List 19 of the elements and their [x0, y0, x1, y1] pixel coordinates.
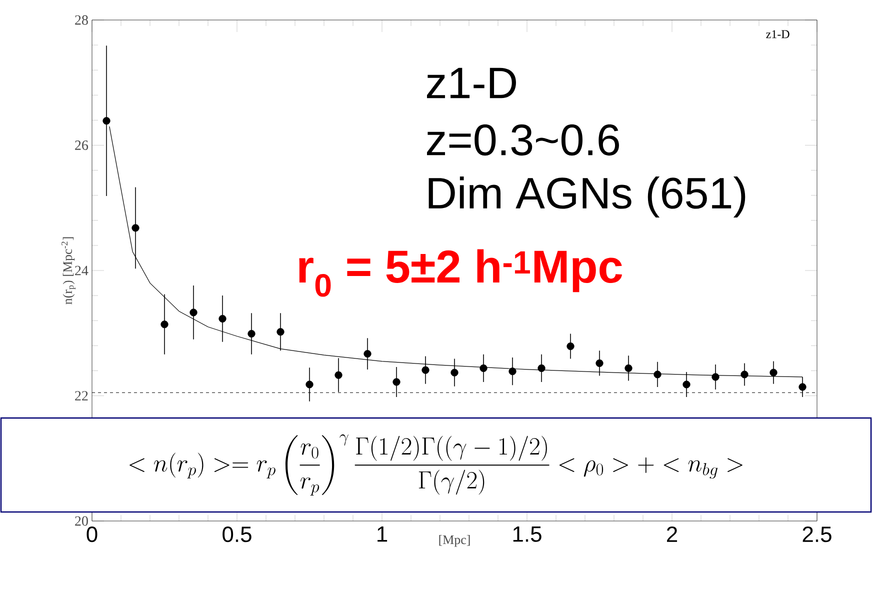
x-tick-label: 2 — [667, 526, 678, 542]
annotation: r$_{0}$ = 5±2 h$^{-1}$Mpc — [299, 249, 622, 297]
y-tick-label: 22 — [75, 391, 88, 400]
y-tick-label: 20 — [75, 516, 88, 526]
annotation: z1-D — [766, 30, 790, 38]
x-tick-label: 0.5 — [222, 526, 252, 542]
y-tick-label: 24 — [75, 266, 88, 276]
y-tick-label: 26 — [75, 140, 88, 150]
x-tick-label: 2.5 — [802, 526, 832, 542]
y-tick-label: 28 — [75, 15, 88, 25]
x-axis-title: [Mpc] — [439, 534, 470, 547]
x-tick-label: 1.5 — [513, 526, 542, 542]
y-axis-title: n(r$_{p}$) [Mpc$^{-2}$] — [61, 237, 76, 304]
x-tick-label: 1 — [378, 526, 388, 542]
annotation: z=0.3~0.6 — [426, 124, 619, 156]
annotation: Dim AGNs (651) — [428, 176, 746, 218]
annotation: $< n(r_p) >= r_p \left(\frac{r_0}{r_p}\right)^{\gamma} \frac{\Gamma(1/2)\Gamma((\gamma-1)/2)}{\Gamma(\gamma/2)} < \rho_0 > + < n_{bg} >$ — [130, 434, 742, 496]
annotation: z1-D — [426, 68, 516, 98]
x-tick-label: 0 — [86, 526, 98, 542]
